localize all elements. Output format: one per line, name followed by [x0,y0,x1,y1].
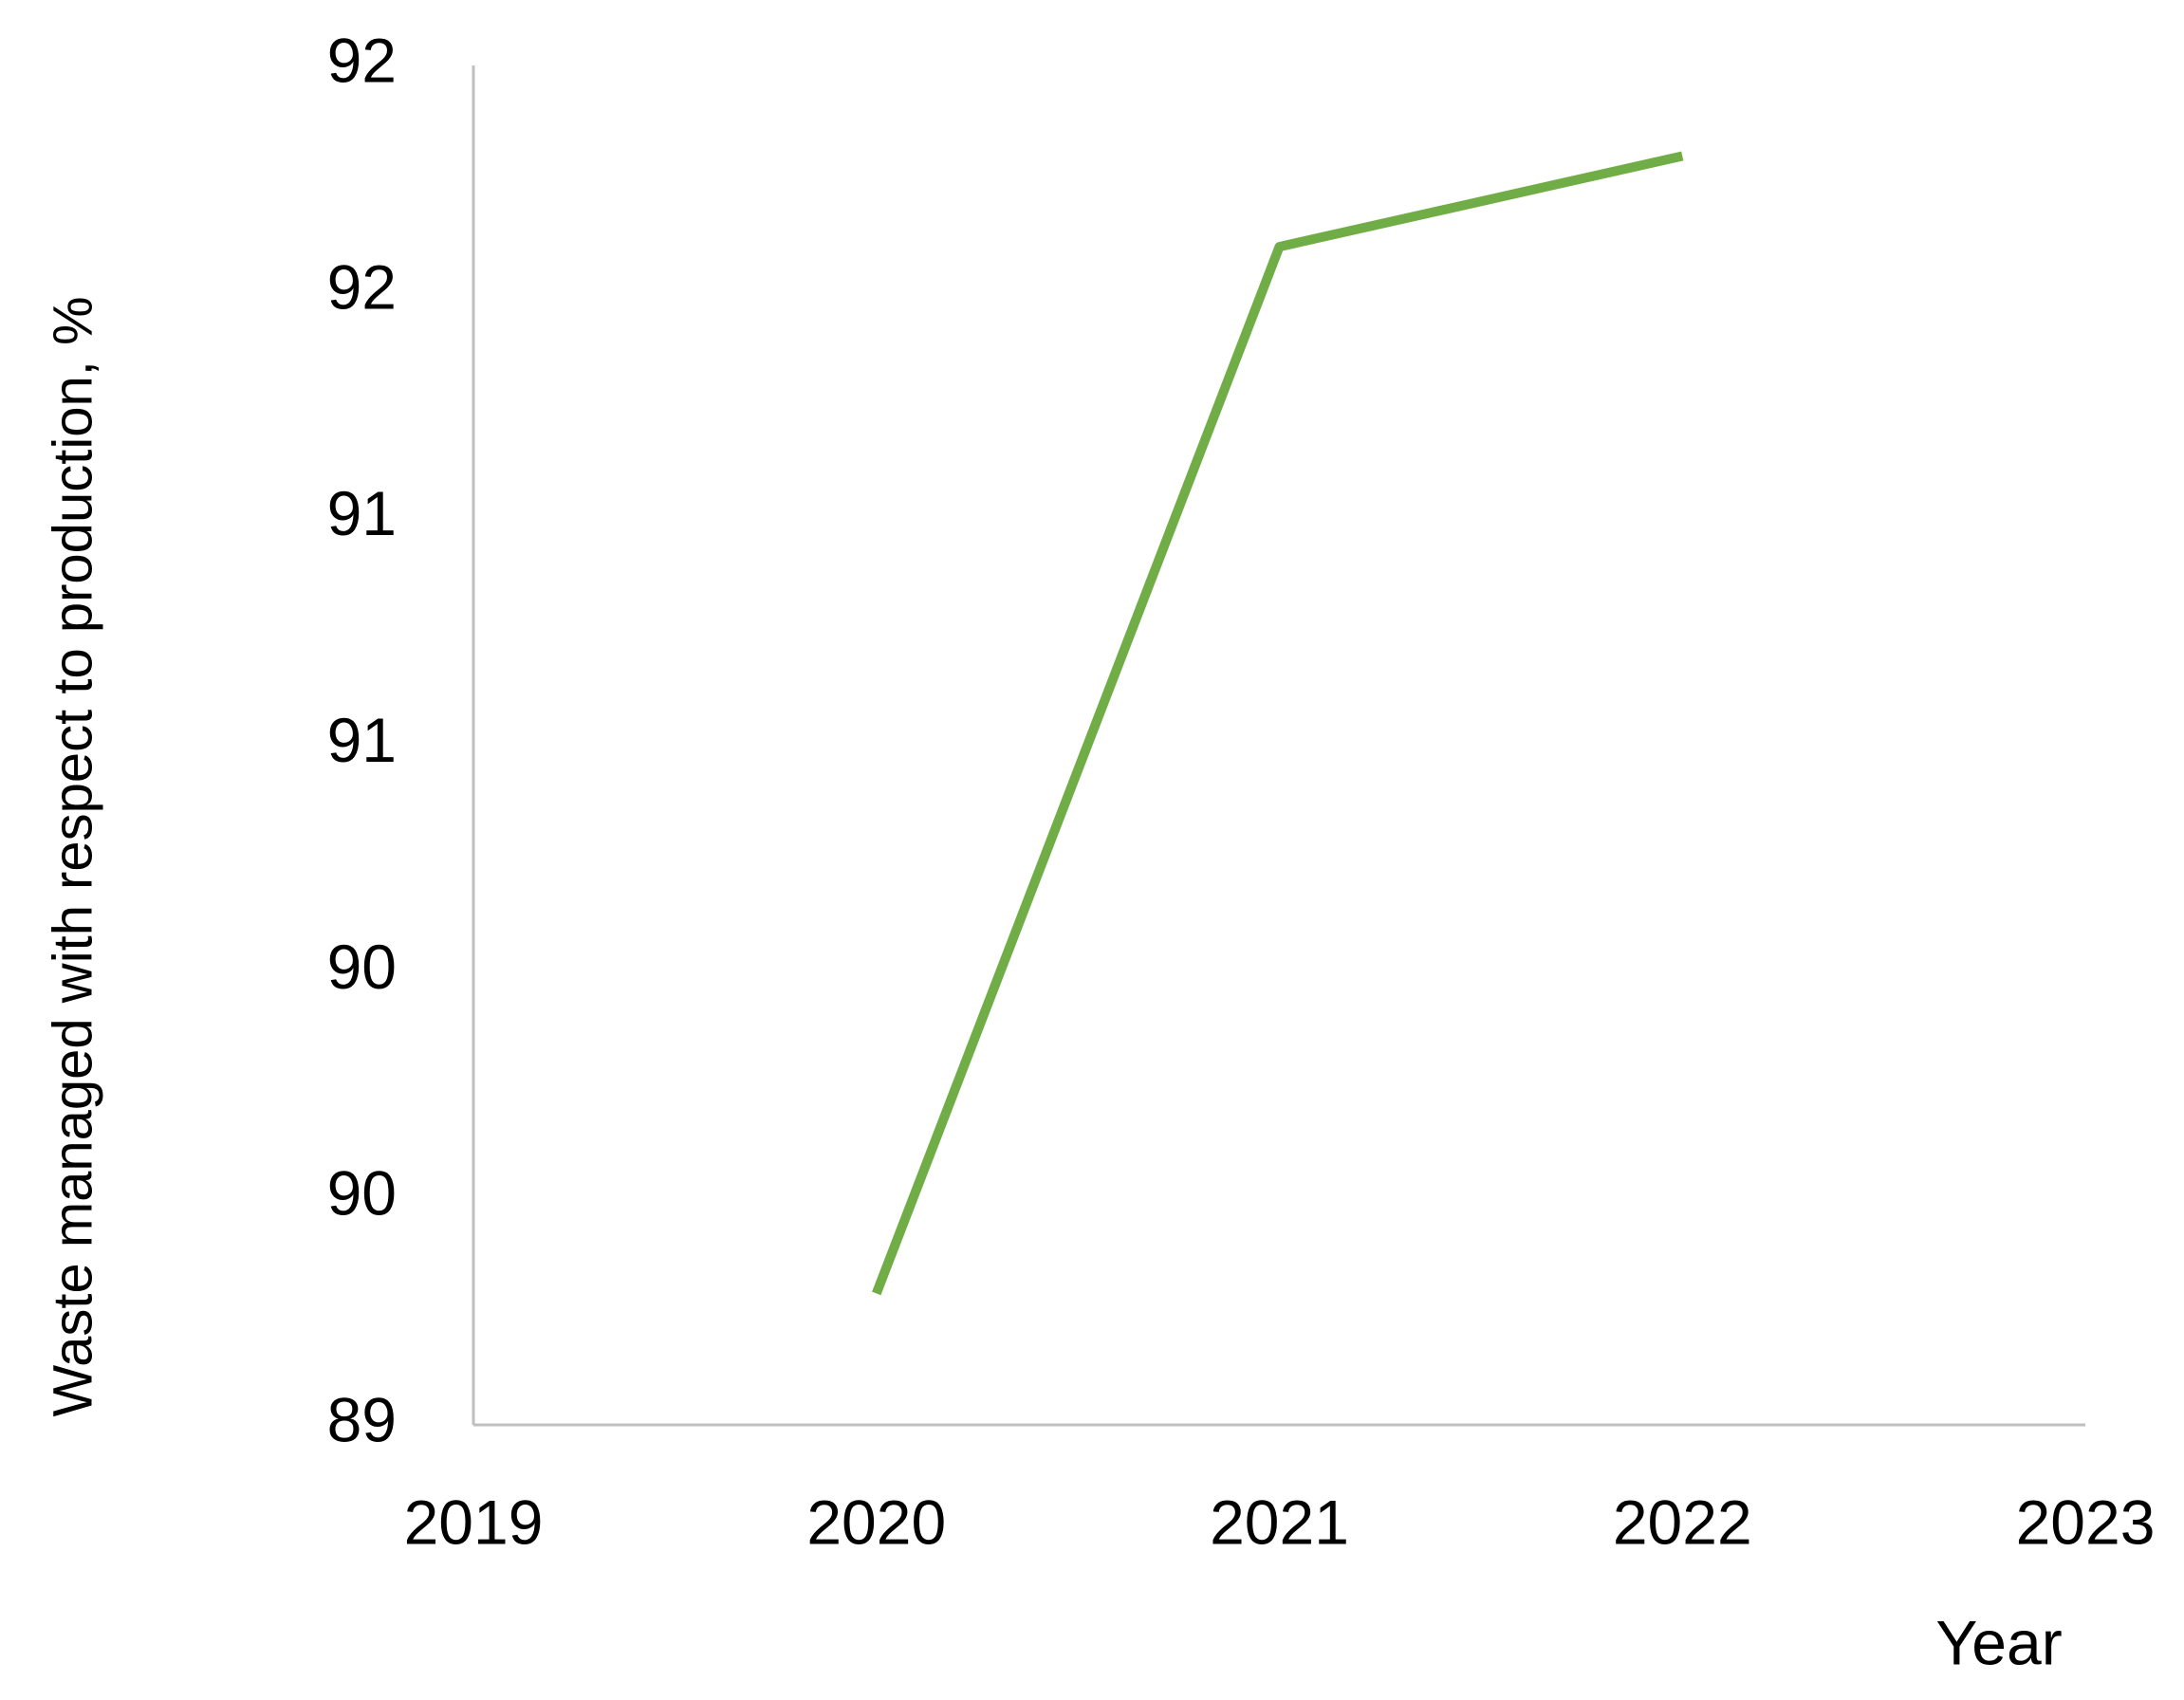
x-tick-label: 2020 [806,1487,946,1557]
y-tick-label: 91 [327,705,397,775]
x-tick-label: 2021 [1210,1487,1349,1557]
x-tick-label: 2022 [1613,1487,1752,1557]
x-tick-label: 2023 [2016,1487,2156,1557]
data-line [872,151,1684,1296]
y-tick-label: 91 [327,478,397,548]
y-tick-label: 89 [327,1384,397,1454]
x-axis-title: Year [1935,1607,2062,1677]
y-tick-label: 90 [327,1158,397,1229]
y-tick-label: 92 [327,251,397,322]
y-tick-label: 92 [327,25,397,95]
x-tick-label: 2019 [404,1487,544,1557]
y-tick-label: 90 [327,932,397,1002]
y-axis-title: Waste managed with respect to production… [42,296,103,1416]
